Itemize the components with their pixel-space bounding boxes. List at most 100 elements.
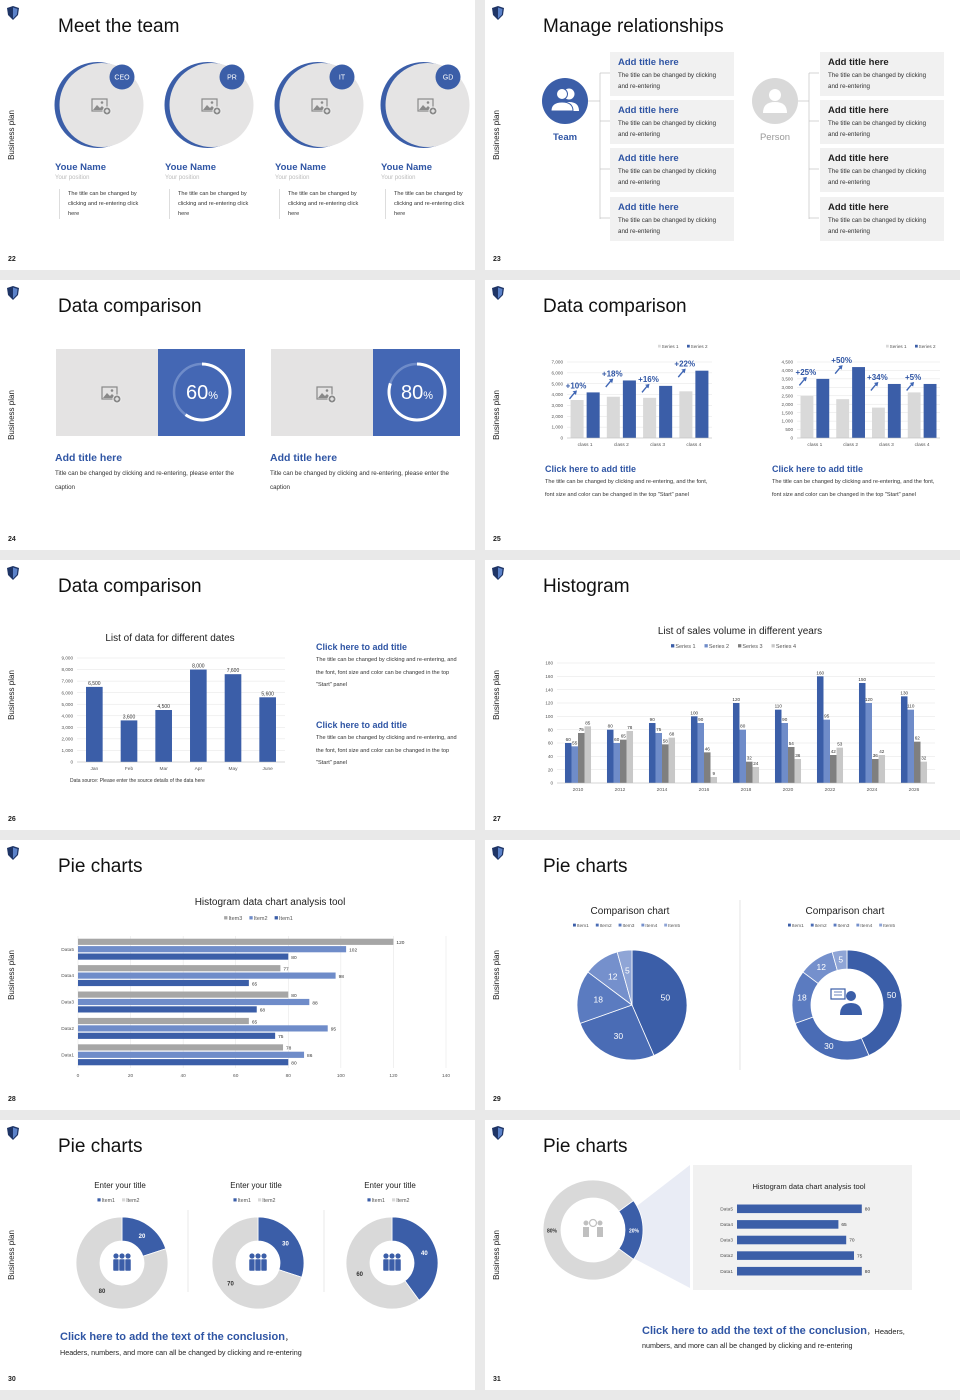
side-label: Business plan [492, 110, 501, 160]
data-label: 86 [307, 1053, 313, 1059]
avatar-ring [54, 62, 141, 148]
team-item[interactable]: Add title here The title can be changed b… [610, 148, 734, 192]
slide-26[interactable]: Data comparison Business plan 26 Data so… [0, 560, 475, 830]
data-label: 54 [789, 741, 795, 746]
slide-31[interactable]: Pie charts Business plan 31 Click here t… [485, 1120, 960, 1390]
caption-title[interactable]: Click here to add title [316, 720, 408, 730]
y-tick-label: 4,500 [782, 360, 794, 365]
conclusion: Click here to add the text of the conclu… [60, 1327, 293, 1345]
data-label: 65 [841, 1222, 847, 1228]
person-label: Person [759, 132, 791, 143]
y-tick-label: 8,000 [62, 667, 74, 672]
slide-title: Pie charts [543, 856, 628, 877]
shield-logo-icon [492, 6, 504, 20]
slide-22[interactable]: Meet the team Business plan 22 CEO PR IT GD… [0, 0, 475, 270]
slide-title: Meet the team [58, 16, 180, 37]
caption-left: Click here to add title The title can be… [545, 464, 715, 501]
x-tick-label: class 1 [807, 442, 822, 448]
slide-27[interactable]: Histogram Business plan 27 List of sales… [485, 560, 960, 830]
team-item[interactable]: Add title here The title can be changed b… [610, 197, 734, 241]
person-circle [752, 78, 798, 124]
conclusion-title[interactable]: Click here to add the text of the conclu… [60, 1331, 285, 1343]
slice-label: 60 [356, 1272, 363, 1278]
legend-label: Item1 [792, 923, 804, 929]
bar [606, 396, 620, 438]
slide-23[interactable]: Manage relationships Business plan 23 Te… [485, 0, 960, 270]
y-tick-label: 4,000 [782, 368, 794, 373]
bar [620, 739, 627, 783]
legend-swatch [274, 916, 278, 920]
y-tick-label: Data2 [61, 1026, 74, 1032]
x-tick-label: 0 [77, 1073, 80, 1079]
caption-title[interactable]: Click here to add title [545, 464, 637, 474]
y-tick-label: Data1 [61, 1052, 74, 1058]
item-text: The title can be changed by clicking and… [828, 120, 927, 138]
pie-slice [391, 1216, 439, 1301]
item-title: Add title here [618, 202, 679, 213]
data-label: 90 [698, 717, 704, 722]
caption-title[interactable]: Click here to add title [316, 642, 408, 652]
bar [739, 729, 746, 783]
person-item[interactable]: Add title here The title can be changed b… [820, 197, 944, 241]
y-tick-label: 3,000 [62, 725, 74, 730]
slide-28[interactable]: Pie charts Business plan 28 Histogram da… [0, 840, 475, 1110]
shield-logo-icon [7, 1126, 19, 1140]
item-title: Add title here [828, 105, 889, 116]
role-badge [109, 64, 135, 90]
x-tick-label: 60 [233, 1073, 239, 1079]
slide-24[interactable]: Data comparison Business plan 24 60% 80% A… [0, 280, 475, 550]
team-item[interactable]: Add title here The title can be changed b… [610, 100, 734, 144]
chart-title: Enter your title [230, 1181, 282, 1190]
member-name[interactable]: Youe Name [381, 162, 433, 173]
card-text: Title can be changed by clicking and re-… [270, 470, 449, 491]
legend-swatch [771, 644, 775, 648]
slide-graphics: CEO PR IT GD [54, 62, 470, 148]
data-label: 110 [775, 704, 783, 709]
slide-30[interactable]: Pie charts Business plan 30 Click here t… [0, 1120, 475, 1390]
member-name[interactable]: Youe Name [55, 162, 107, 173]
data-label: 80 [865, 1207, 871, 1213]
person-item[interactable]: Add title here The title can be changed b… [820, 52, 944, 96]
legend-swatch [258, 1198, 262, 1202]
caption-text: The title can be changed by clicking and… [316, 735, 457, 766]
legend-swatch [224, 916, 228, 920]
slide-25[interactable]: Data comparison Business plan 25 Click h… [485, 280, 960, 550]
slide-29[interactable]: Pie charts Business plan 29 Comparison c… [485, 840, 960, 1110]
bar [578, 733, 585, 783]
data-label: 130 [900, 690, 908, 695]
bar [823, 719, 830, 783]
card-title[interactable]: Add title here [55, 452, 123, 464]
legend-label: Item2 [815, 923, 827, 929]
data-label: 4,500 [157, 704, 170, 710]
person-item[interactable]: Add title here The title can be changed b… [820, 100, 944, 144]
card-title[interactable]: Add title here [270, 452, 338, 464]
slide-graphics: 0 1,000 2,000 3,000 4,000 5,000 6,000 7,000 clas… [552, 344, 940, 448]
slide-title: Pie charts [543, 1136, 628, 1157]
person-item[interactable]: Add title here The title can be changed b… [820, 148, 944, 192]
member-description: The title can be changed by clicking and… [59, 189, 145, 219]
conclusion-suffix: ， [284, 1333, 293, 1342]
member-name[interactable]: Youe Name [275, 162, 327, 173]
legend-swatch [641, 923, 645, 927]
bar [878, 755, 886, 783]
image-placeholder-icon [201, 98, 222, 116]
bar [86, 686, 103, 762]
caption-title[interactable]: Click here to add title [772, 464, 864, 474]
bar [907, 392, 921, 438]
team-item[interactable]: Add title here The title can be changed b… [610, 52, 734, 96]
legend-label: Item1 [102, 1198, 115, 1204]
bar [78, 953, 289, 960]
bar [224, 674, 242, 762]
bar [872, 407, 885, 438]
conclusion-title[interactable]: Click here to add the text of the conclu… [642, 1325, 867, 1337]
data-label: 100 [690, 710, 698, 715]
x-tick-label: 80 [286, 1073, 292, 1079]
bar [830, 755, 837, 783]
data-label: 70 [849, 1238, 855, 1244]
data-label: 24 [753, 761, 759, 766]
page-number: 26 [8, 816, 16, 823]
image-placeholder-icon [91, 98, 112, 116]
member-position: Your position [275, 175, 310, 181]
member-name[interactable]: Youe Name [165, 162, 217, 173]
item-text: The title can be changed by clicking and… [828, 72, 927, 90]
